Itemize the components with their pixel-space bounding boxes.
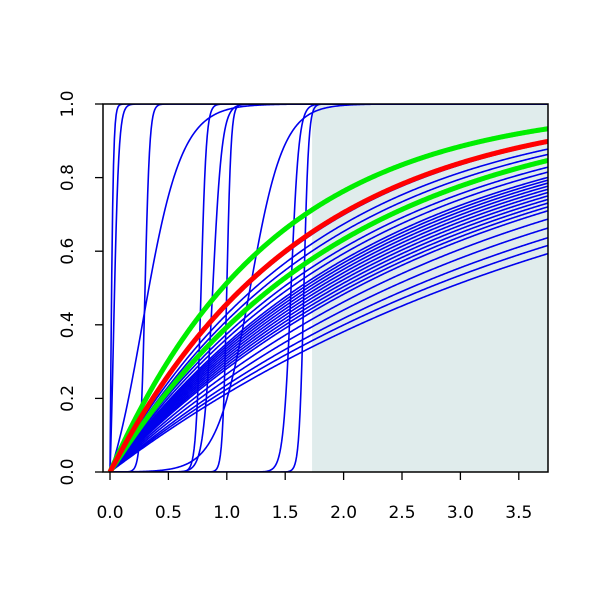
x-tick-label-3: 1.5 (272, 503, 299, 523)
green-curve-2-0 (107, 158, 548, 472)
y-tick-label-4: 0.8 (58, 164, 78, 191)
blue-curve-1-14 (109, 179, 548, 472)
blue-curve-1-6 (109, 206, 548, 472)
blue-curve-0-7 (110, 104, 548, 472)
blue-curve-1-11 (109, 188, 548, 472)
blue-curve-1-2 (109, 236, 548, 472)
green-curve-2-1 (107, 126, 548, 472)
green-curves-layer (107, 126, 548, 472)
blue-curve-1-15 (109, 176, 548, 472)
blue-curve-1-12 (109, 185, 548, 472)
x-tick-label-1: 0.5 (155, 503, 182, 523)
plot-frame (102, 103, 549, 473)
blue-curve-1-20 (109, 148, 548, 472)
shaded-region (312, 104, 548, 472)
shaded-region-layer (312, 104, 548, 472)
blue-curve-1-9 (109, 195, 548, 472)
blue-curve-1-0 (109, 252, 548, 472)
x-tick-label-5: 2.5 (388, 503, 415, 523)
y-tick-label-1: 0.2 (58, 385, 78, 412)
blue-curve-1-7 (109, 202, 548, 472)
blue-curve-1-8 (109, 198, 548, 472)
x-tick-label-6: 3.0 (447, 503, 474, 523)
blue-curve-1-4 (109, 218, 548, 472)
y-tick-label-2: 0.4 (58, 311, 78, 338)
blue-curve-1-13 (109, 182, 548, 472)
x-tick-label-4: 2.0 (330, 503, 357, 523)
blue-curve-1-19 (109, 153, 548, 472)
x-tick-label-0: 0.0 (96, 503, 123, 523)
red-curve-layer (107, 138, 548, 472)
blue-curve-1-1 (109, 244, 548, 472)
blue-curve-1-5 (109, 209, 548, 472)
blue-curve-1-3 (109, 227, 548, 472)
y-tick-label-0: 0.0 (58, 458, 78, 485)
blue-curve-1-10 (109, 191, 548, 472)
x-tick-label-7: 3.5 (505, 503, 532, 523)
axes-layer: 0.0 0.5 1.0 1.5 2.0 2.5 3.0 3.5 0.0 0.2 0.4 0.6 0.8 1… (58, 90, 549, 523)
y-tick-label-3: 0.6 (58, 238, 78, 265)
y-tick-label-5: 1.0 (58, 90, 78, 117)
x-tick-label-2: 1.0 (213, 503, 240, 523)
red-curve-3-0 (107, 138, 548, 472)
blue-curve-1-17 (109, 166, 548, 472)
blue-curve-1-16 (109, 171, 548, 472)
